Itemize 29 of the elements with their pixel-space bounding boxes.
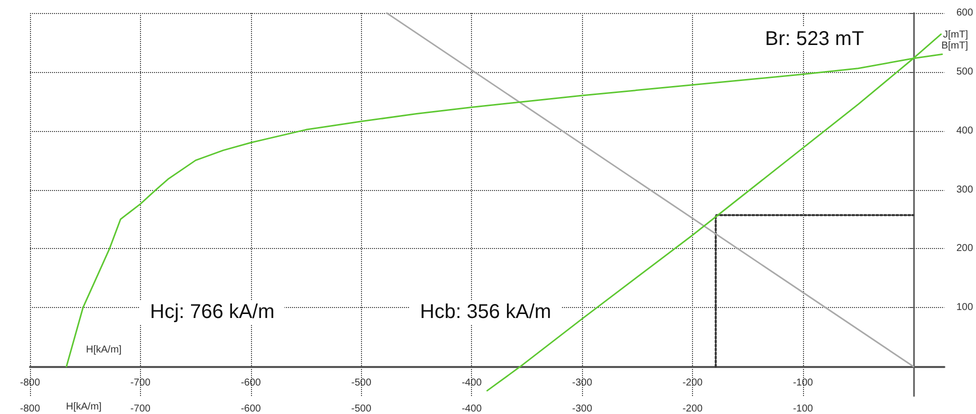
y-tick-label: 400 — [956, 125, 974, 136]
x2-tick-label: -400 — [462, 404, 482, 414]
x2-tick-label: -700 — [130, 404, 151, 414]
x-tick-label: -600 — [240, 378, 262, 388]
y-tick-label: 600 — [956, 8, 974, 18]
x2-tick-label: -800 — [20, 404, 40, 414]
x-tick-label: -100 — [792, 378, 814, 388]
x-tick-label: -200 — [682, 378, 703, 388]
x2-tick-label: -600 — [240, 404, 262, 414]
x2-tick-label: -500 — [351, 404, 372, 414]
x-tick-label: -400 — [462, 378, 482, 388]
y-tick-label: 500 — [956, 66, 974, 78]
annotation: Br: 523 mT — [765, 28, 864, 50]
x-tick-label: -300 — [572, 378, 593, 388]
x-tick-label: -500 — [351, 378, 372, 388]
y2-axis-title: B[mT] — [941, 40, 968, 52]
x-axis-title: H[kA/m] — [86, 344, 122, 356]
annotation: Hcj: 766 kA/m — [150, 301, 274, 323]
x2-tick-label: -100 — [792, 404, 814, 414]
y-tick-label: 200 — [956, 243, 974, 254]
y-tick-label: 300 — [956, 184, 974, 196]
x2-tick-label: -200 — [682, 404, 703, 414]
x-tick-label: -800 — [20, 378, 40, 388]
y-axis-title: J[mT] — [943, 30, 968, 40]
x-tick-label: -700 — [130, 378, 151, 388]
annotation: Hcb: 356 kA/m — [420, 301, 552, 323]
x2-tick-label: -300 — [572, 404, 593, 414]
y-tick-label: 100 — [956, 302, 974, 314]
x2-axis-title: H[kA/m] — [66, 402, 102, 412]
